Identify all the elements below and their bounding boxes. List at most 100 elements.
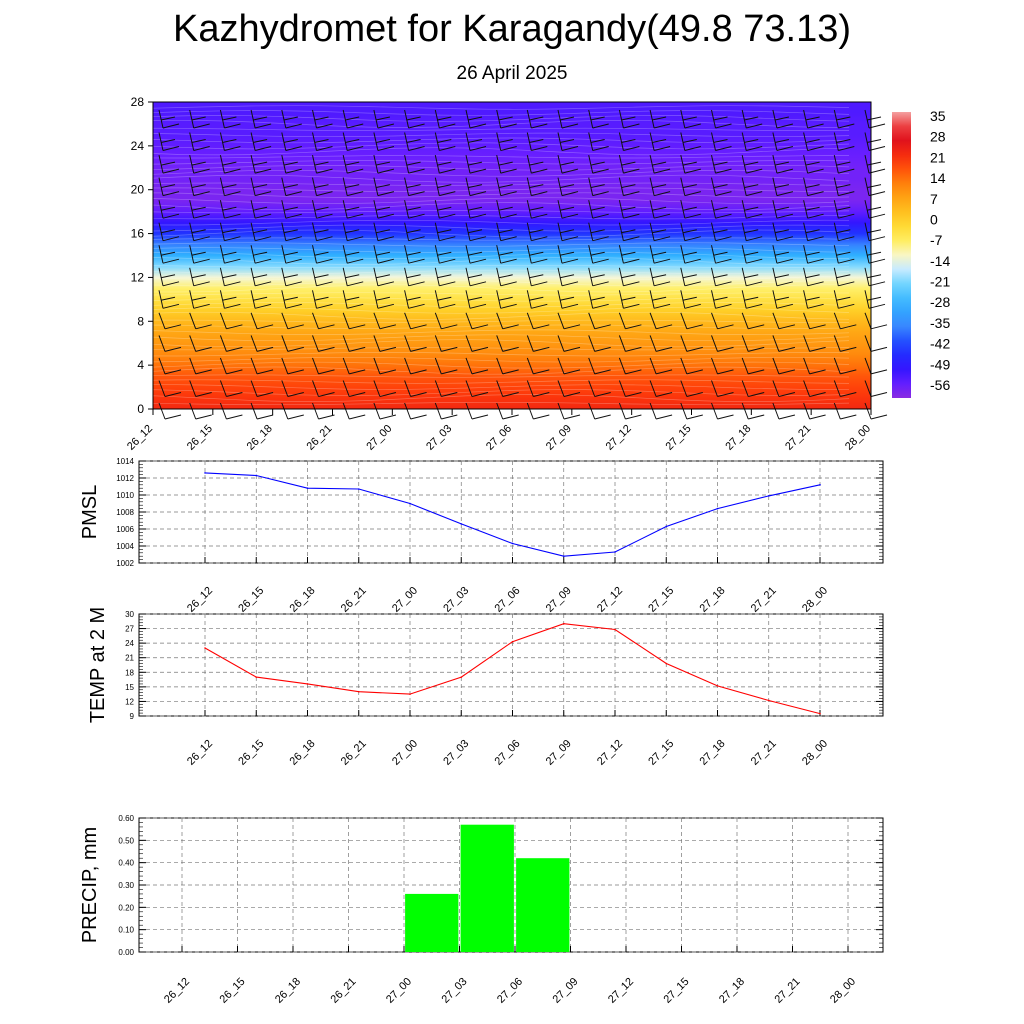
wind-barb-staff [312,222,317,241]
wind-barb-flag [866,184,882,189]
data-point [716,507,719,510]
y-tick-label: 18 [125,668,134,677]
isotherm-line [152,379,850,384]
wind-barb [250,402,274,420]
wind-barb [373,335,397,352]
wind-barb-flag [318,369,335,375]
wind-barb-flag [713,116,728,121]
wind-barb [404,200,425,219]
wind-barb-flag [283,296,298,301]
wind-barb-staff [557,357,565,375]
wind-barb [649,154,671,174]
x-tick-label: 26_15 [236,738,266,768]
x-tick-label: 27_06 [493,738,523,768]
wind-barb-flag [625,324,642,330]
y-tick-label: 4 [137,358,144,372]
wind-barb-flag [314,116,329,121]
wind-barb-flag [836,229,851,234]
wind-barb-flag [592,281,609,287]
wind-barb-flag [594,414,611,420]
wind-barb-flag [531,123,548,129]
wind-barb [588,402,611,420]
wind-barb-flag [349,346,366,352]
wind-barb-flag [653,236,671,242]
wind-barb [864,357,888,375]
wind-barb-flag [441,346,458,352]
wind-barb [189,177,210,197]
wind-barb-flag [191,206,206,211]
wind-barb-flag [561,303,579,309]
wind-barb [465,109,487,129]
isotherm-line [152,187,849,192]
wind-barb [158,290,180,309]
wind-barb-flag [160,229,176,234]
wind-barb-flag [559,116,575,121]
wind-barb-flag [224,281,241,287]
wind-barb [281,177,302,197]
wind-barb-flag [715,168,732,174]
wind-barb [434,132,456,151]
wind-barb-flag [318,414,335,420]
wind-barb [649,109,671,129]
colorbar-label: -56 [930,377,950,393]
wind-barb-staff [864,245,870,264]
wind-barb [526,357,550,375]
wind-barb [618,109,640,129]
wind-barb-flag [748,369,765,375]
isotherm-line [152,214,850,220]
isotherm-line [152,274,850,281]
wind-barb-flag [621,161,636,166]
wind-barb-staff [833,335,841,352]
wind-barb-flag [408,281,425,287]
wind-barb-staff [465,335,473,352]
wind-barb-staff [864,402,872,420]
wind-barb [741,335,765,352]
wind-barb-staff [434,290,440,309]
wind-barb [373,312,397,330]
wind-barb-staff [588,245,594,264]
wind-barb [158,132,180,151]
colorbar-label: 14 [930,170,946,186]
wind-barb-staff [864,132,870,151]
wind-barb-staff [557,200,563,219]
wind-barb [864,109,886,129]
wind-barb-staff [496,290,502,309]
wind-barb-staff [373,154,379,174]
wind-barb-flag [193,281,210,287]
wind-barb [833,267,855,287]
wind-barb [772,154,794,174]
wind-barb-flag [498,296,513,301]
wind-barb-flag [653,303,671,309]
wind-barb-flag [653,146,671,151]
wind-barb-staff [434,109,440,129]
colorbar-label: 7 [930,191,938,207]
wind-barb-staff [803,312,811,329]
wind-barb-flag [559,206,575,211]
wind-barb [312,402,335,420]
wind-barb-staff [833,267,839,286]
wind-barb-flag [807,123,824,129]
wind-barb [833,335,857,352]
wind-barb-staff [496,177,502,196]
wind-barb-staff [680,312,688,329]
wind-barb-staff [158,132,164,151]
wind-barb [158,312,182,330]
wind-barb-staff [864,357,872,375]
wind-barb [342,267,364,287]
wind-barb-flag [533,324,550,330]
wind-barb-staff [219,312,227,329]
wind-barb-flag [744,274,759,279]
wind-barb-flag [838,236,855,242]
data-point [306,683,309,685]
wind-barb-flag [467,229,483,234]
wind-barb-flag [224,123,241,129]
wind-barb [741,177,763,197]
wind-barb-staff [250,267,256,286]
wind-barb-staff [618,222,624,241]
wind-barb [465,312,489,330]
wind-barb [189,200,210,219]
wind-barb [189,290,210,309]
wind-barb [434,335,458,352]
wind-barb [772,402,796,420]
wind-barb-flag [684,191,701,197]
